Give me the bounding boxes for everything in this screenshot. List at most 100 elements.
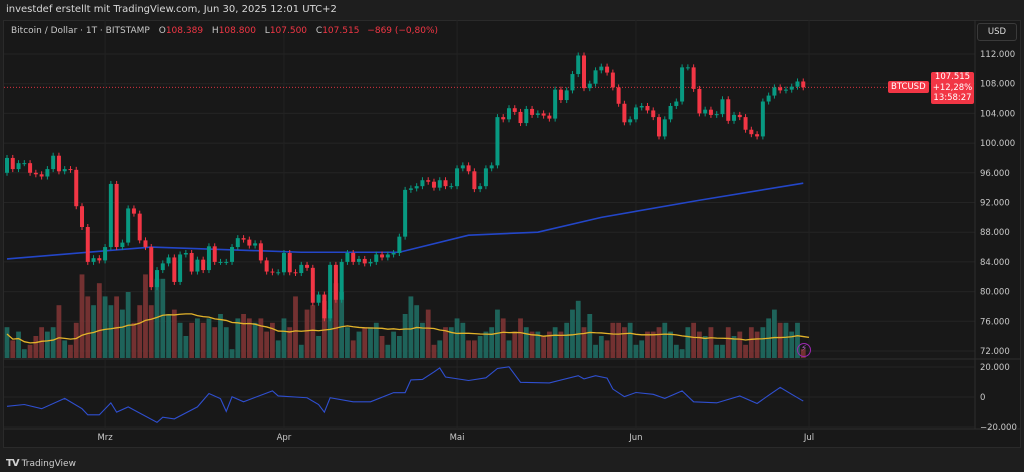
volume-bar	[362, 327, 368, 358]
candle	[605, 66, 610, 73]
volume-bar	[512, 331, 518, 358]
candle	[801, 81, 806, 88]
volume-bar	[564, 322, 570, 358]
candle	[155, 270, 160, 288]
open-value: 108.389	[165, 26, 204, 36]
price-tick-label: 88.000	[980, 228, 1010, 238]
candle	[5, 157, 9, 173]
volume-bar	[523, 327, 529, 358]
candle	[126, 208, 131, 243]
candle	[426, 180, 431, 182]
volume-bar	[218, 314, 223, 358]
candle	[610, 72, 615, 88]
candle	[51, 155, 56, 170]
candle	[293, 272, 298, 274]
candle	[414, 186, 419, 189]
volume-bar	[241, 314, 246, 358]
candle	[74, 169, 79, 207]
volume-bar	[731, 336, 737, 358]
volume-bar	[795, 322, 800, 358]
time-tick-label: Mai	[450, 433, 465, 443]
volume-bar	[229, 349, 235, 358]
candle	[183, 252, 188, 255]
volume-bar	[258, 318, 264, 358]
volume-bar	[650, 331, 656, 358]
candle	[622, 103, 627, 123]
candle	[478, 186, 483, 190]
volume-bar	[62, 340, 68, 358]
candle	[518, 111, 523, 124]
volume-bar	[587, 314, 593, 358]
candle	[674, 101, 679, 106]
volume-bar	[33, 336, 39, 358]
volume-bar	[627, 322, 633, 358]
currency-button[interactable]: USD	[977, 23, 1017, 41]
price-tick-label: 108.000	[980, 80, 1015, 90]
volume-bar	[546, 331, 552, 358]
candle	[235, 238, 240, 248]
price-tick-label: 72.000	[980, 347, 1010, 357]
volume-bar	[471, 340, 477, 358]
candle	[212, 246, 217, 262]
candle	[633, 107, 638, 120]
volume-bar	[391, 331, 396, 358]
time-axis: Mrz Apr Mai Jun Jul	[97, 433, 814, 443]
oscillator-tick-label: −20.000	[980, 423, 1017, 433]
volume-bar	[616, 322, 622, 358]
oscillator-tick-label: 20.000	[980, 363, 1010, 373]
symbol-price-label: BTCUSD	[888, 81, 929, 93]
volume-bar	[223, 327, 229, 358]
volume-bar	[662, 322, 668, 358]
candle	[524, 108, 529, 124]
candle	[483, 168, 488, 187]
candle	[420, 180, 425, 187]
volume-bar	[96, 283, 102, 358]
candle	[547, 115, 552, 119]
close-value: 107.515	[322, 26, 360, 36]
volume-bar	[500, 318, 506, 358]
volume-bar	[154, 278, 160, 358]
candle	[56, 155, 61, 172]
volume-bar	[50, 327, 56, 358]
volume-bar	[466, 340, 471, 358]
candle	[512, 108, 517, 112]
candle	[85, 227, 90, 262]
volume-bar	[633, 344, 639, 358]
volume-bar	[685, 327, 691, 358]
volume-bar	[645, 331, 650, 358]
volume-bar	[131, 322, 137, 358]
volume-bar	[598, 336, 604, 358]
price-tick-label: 100.000	[980, 139, 1015, 149]
candle	[305, 264, 310, 268]
candle	[114, 183, 119, 248]
candle	[166, 257, 171, 264]
volume-bar	[489, 327, 495, 358]
candle	[374, 254, 379, 262]
candle	[149, 247, 154, 288]
time-tick-label: Mrz	[97, 433, 113, 443]
candle	[328, 264, 333, 319]
volume-bar	[310, 305, 316, 358]
volume-bar	[420, 322, 425, 358]
moving-average	[6, 182, 804, 260]
volume-bar	[339, 292, 345, 358]
candle	[16, 163, 21, 170]
volume-bar	[431, 344, 437, 358]
volume-bar	[148, 305, 154, 358]
candle	[333, 264, 338, 300]
candle	[714, 114, 719, 116]
last-price: 107.515	[934, 72, 971, 82]
candle	[720, 99, 725, 115]
volume-bar	[581, 327, 587, 358]
volume-bar	[350, 340, 356, 358]
tradingview-logo[interactable]: TV TradingView	[6, 458, 76, 469]
volume-bar	[206, 318, 212, 358]
candle	[472, 171, 477, 190]
candle	[755, 134, 760, 137]
candle	[137, 213, 142, 241]
volume-bar	[91, 305, 96, 358]
candle	[587, 83, 592, 89]
candle	[22, 163, 27, 165]
lightning-icon[interactable]: ⚡	[797, 343, 811, 357]
